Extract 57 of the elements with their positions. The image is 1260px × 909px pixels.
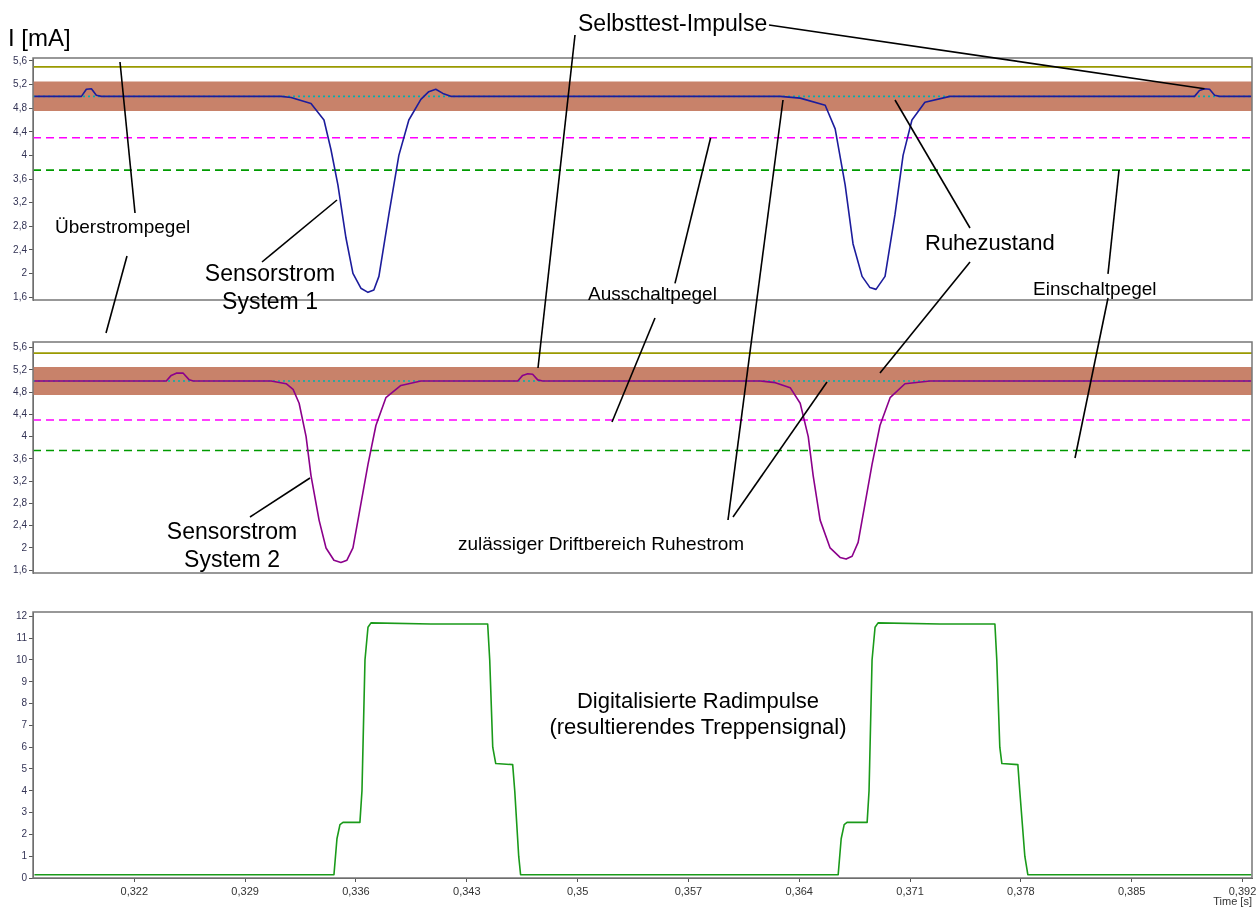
y-tick-label: 5 xyxy=(21,762,28,774)
x-tick-label: 0,392 xyxy=(1228,884,1257,897)
annotation: Einschaltpegel xyxy=(1033,278,1157,301)
series-label: Sensorstrom System 1 xyxy=(203,260,337,316)
x-tick-label: 0,35 xyxy=(566,884,589,897)
y-tick-label: 1 xyxy=(21,849,28,861)
y-tick-label: 4,4 xyxy=(13,408,28,420)
y-tick-label: 2 xyxy=(21,541,28,553)
y-tick-label: 11 xyxy=(16,631,28,643)
band-label: zulässiger Driftbereich Ruhestrom xyxy=(458,533,745,556)
y-tick-label: 4,8 xyxy=(13,385,28,397)
y-tick-label: 10 xyxy=(15,653,28,665)
x-tick-label: 0,336 xyxy=(342,884,370,897)
y-tick-label: 2 xyxy=(21,828,28,840)
y-tick-label: 5,2 xyxy=(13,78,28,90)
x-tick-label: 0,343 xyxy=(453,884,481,897)
annotation: Selbsttest-Impulse xyxy=(578,10,768,38)
y-tick-label: 2 xyxy=(21,267,28,279)
x-tick-label: 0,371 xyxy=(896,884,924,897)
y-tick-label: 5,6 xyxy=(13,54,28,66)
y-tick-label: 2,4 xyxy=(13,243,28,255)
y-tick-label: 9 xyxy=(21,675,28,687)
y-tick-label: 3,6 xyxy=(13,452,28,464)
y-tick-label: 5,2 xyxy=(13,363,28,375)
series-label: Sensorstrom System 2 xyxy=(165,518,299,574)
x-tick-label: 0,378 xyxy=(1007,884,1035,897)
x-tick-label: 0,385 xyxy=(1117,884,1146,897)
y-tick-label: 8 xyxy=(21,697,28,709)
y-tick-label: 4,4 xyxy=(13,125,28,137)
ref-line-label: Überstrompegel xyxy=(55,216,191,239)
y-tick-label: 2,8 xyxy=(13,219,28,231)
y-tick-label: 3 xyxy=(21,806,28,818)
y-axis-title: I [mA] xyxy=(8,24,71,53)
series-label: Digitalisierte Radimpulse (resultierendes Treppensignal) xyxy=(548,688,848,741)
y-tick-label: 4,8 xyxy=(13,101,28,113)
y-tick-label: 3,2 xyxy=(13,196,28,208)
y-tick-label: 7 xyxy=(21,719,28,731)
y-tick-label: 2,8 xyxy=(13,497,28,509)
y-tick-label: 4 xyxy=(21,149,28,161)
x-axis-title: Time [s] xyxy=(1213,895,1252,908)
y-tick-label: 5,6 xyxy=(13,341,28,353)
x-tick-label: 0,357 xyxy=(674,884,703,897)
x-tick-label: 0,329 xyxy=(231,884,259,897)
ref-line-label: Ruhezustand xyxy=(925,230,1055,257)
y-tick-label: 0 xyxy=(21,871,28,883)
y-tick-label: 4 xyxy=(21,430,28,442)
y-tick-label: 1,6 xyxy=(13,290,28,302)
x-tick-label: 0,364 xyxy=(785,884,813,897)
y-tick-label: 2,4 xyxy=(13,519,28,531)
annotation: Ausschaltpegel xyxy=(588,283,717,306)
y-tick-label: 6 xyxy=(21,740,28,752)
x-tick-label: 0,322 xyxy=(120,884,149,897)
y-tick-label: 1,6 xyxy=(13,563,28,575)
y-tick-label: 3,6 xyxy=(13,172,28,184)
y-tick-label: 12 xyxy=(15,610,28,622)
y-tick-label: 3,2 xyxy=(13,474,28,486)
y-tick-label: 4 xyxy=(21,784,28,796)
